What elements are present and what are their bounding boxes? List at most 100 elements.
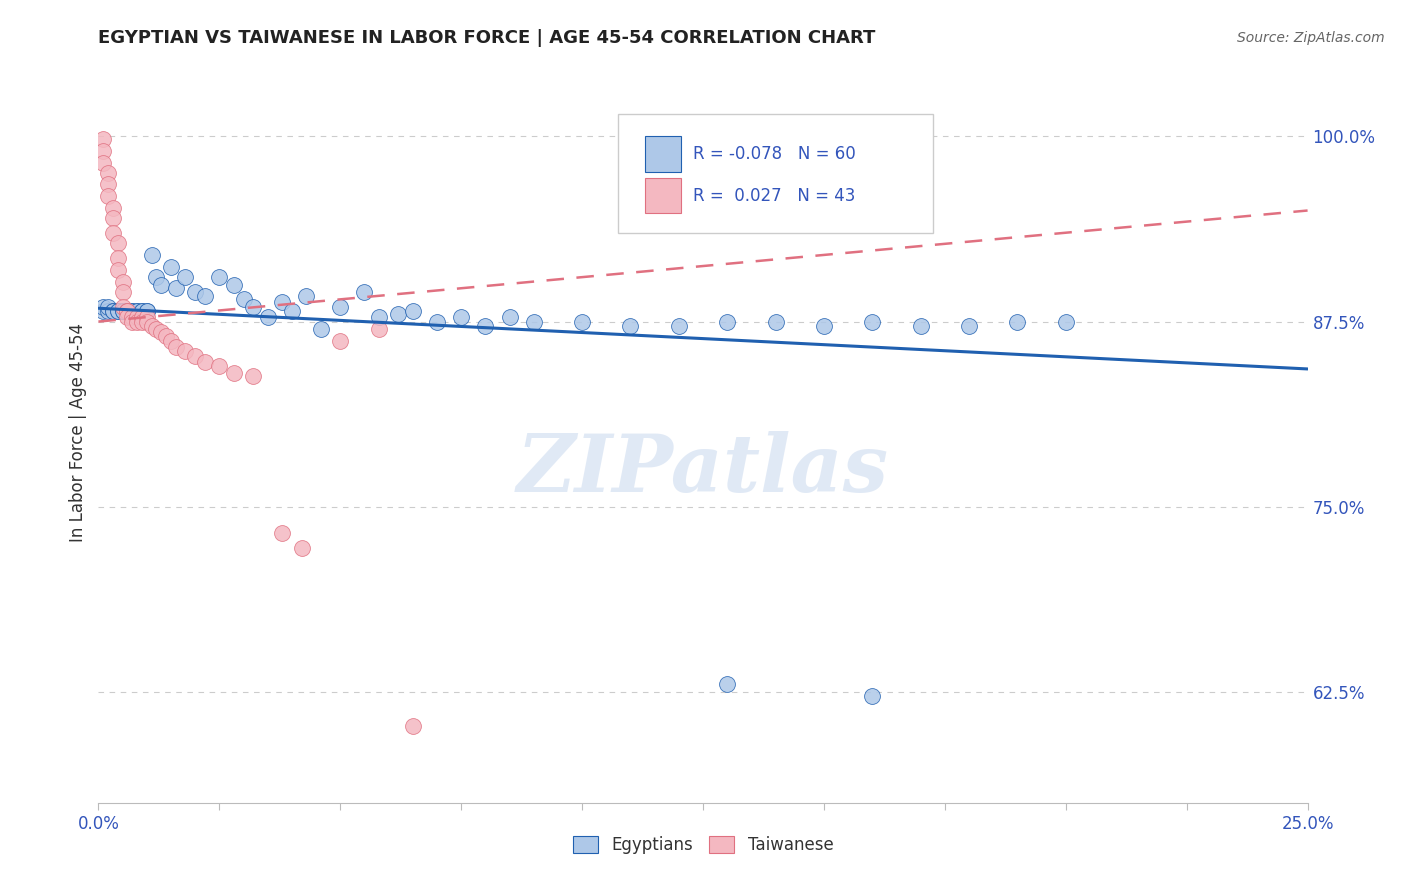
- Point: [387, 307, 409, 321]
- Point: [242, 300, 264, 314]
- Point: [353, 285, 375, 299]
- Point: [860, 315, 883, 329]
- Text: R = -0.078   N = 60: R = -0.078 N = 60: [693, 145, 856, 163]
- Point: [155, 329, 177, 343]
- Point: [184, 285, 207, 299]
- Point: [150, 325, 173, 339]
- Point: [131, 304, 153, 318]
- Point: [1007, 315, 1029, 329]
- Point: [135, 304, 157, 318]
- Point: [107, 262, 129, 277]
- Point: [127, 304, 149, 318]
- Point: [97, 177, 120, 191]
- Point: [271, 295, 294, 310]
- Point: [165, 340, 187, 354]
- Legend: Egyptians, Taiwanese: Egyptians, Taiwanese: [567, 830, 839, 861]
- Point: [121, 304, 143, 318]
- Text: ZIPatlas: ZIPatlas: [517, 431, 889, 508]
- Point: [208, 359, 231, 373]
- Point: [141, 248, 163, 262]
- Point: [91, 304, 114, 318]
- Point: [117, 304, 139, 318]
- Point: [131, 310, 153, 325]
- Point: [309, 322, 332, 336]
- Point: [619, 318, 641, 333]
- Point: [813, 318, 835, 333]
- Point: [91, 145, 114, 159]
- Point: [121, 315, 143, 329]
- Point: [117, 304, 139, 318]
- Point: [111, 304, 134, 318]
- Point: [194, 354, 217, 368]
- Point: [101, 304, 124, 318]
- Point: [135, 315, 157, 329]
- Point: [174, 344, 197, 359]
- Point: [97, 166, 120, 180]
- Point: [222, 367, 245, 381]
- Point: [957, 318, 980, 333]
- Y-axis label: In Labor Force | Age 45-54: In Labor Force | Age 45-54: [69, 323, 87, 542]
- Point: [402, 304, 425, 318]
- Point: [295, 289, 318, 303]
- Point: [101, 201, 124, 215]
- Point: [145, 270, 167, 285]
- Point: [150, 277, 173, 292]
- Text: R =  0.027   N = 43: R = 0.027 N = 43: [693, 186, 856, 204]
- Point: [194, 289, 217, 303]
- Point: [121, 310, 143, 325]
- Point: [145, 322, 167, 336]
- Point: [368, 322, 391, 336]
- Point: [101, 304, 124, 318]
- FancyBboxPatch shape: [645, 136, 682, 172]
- Point: [174, 270, 197, 285]
- Point: [571, 315, 593, 329]
- Point: [127, 310, 149, 325]
- Point: [716, 315, 738, 329]
- Point: [121, 304, 143, 318]
- Point: [329, 334, 352, 348]
- Point: [184, 349, 207, 363]
- FancyBboxPatch shape: [619, 114, 932, 233]
- Point: [222, 277, 245, 292]
- Point: [474, 318, 496, 333]
- Text: EGYPTIAN VS TAIWANESE IN LABOR FORCE | AGE 45-54 CORRELATION CHART: EGYPTIAN VS TAIWANESE IN LABOR FORCE | A…: [98, 29, 876, 47]
- Point: [91, 156, 114, 170]
- Point: [860, 689, 883, 703]
- Point: [716, 677, 738, 691]
- FancyBboxPatch shape: [645, 178, 682, 213]
- Point: [523, 315, 546, 329]
- Point: [242, 369, 264, 384]
- Point: [256, 310, 278, 325]
- Point: [160, 260, 183, 274]
- Point: [111, 300, 134, 314]
- Point: [402, 719, 425, 733]
- Point: [135, 304, 157, 318]
- Point: [131, 315, 153, 329]
- Point: [141, 318, 163, 333]
- Point: [91, 300, 114, 314]
- Point: [1054, 315, 1077, 329]
- Point: [910, 318, 932, 333]
- Point: [368, 310, 391, 325]
- Text: Source: ZipAtlas.com: Source: ZipAtlas.com: [1237, 31, 1385, 45]
- Point: [232, 293, 254, 307]
- Point: [117, 310, 139, 325]
- Point: [131, 304, 153, 318]
- Point: [281, 304, 304, 318]
- Point: [765, 315, 787, 329]
- Point: [498, 310, 520, 325]
- Point: [107, 236, 129, 251]
- Point: [127, 304, 149, 318]
- Point: [271, 526, 294, 541]
- Point: [208, 270, 231, 285]
- Point: [97, 300, 120, 314]
- Point: [160, 334, 183, 348]
- Point: [101, 226, 124, 240]
- Point: [111, 275, 134, 289]
- Point: [111, 304, 134, 318]
- Point: [117, 304, 139, 318]
- Point: [426, 315, 449, 329]
- Point: [135, 310, 157, 325]
- Point: [117, 304, 139, 318]
- Point: [668, 318, 690, 333]
